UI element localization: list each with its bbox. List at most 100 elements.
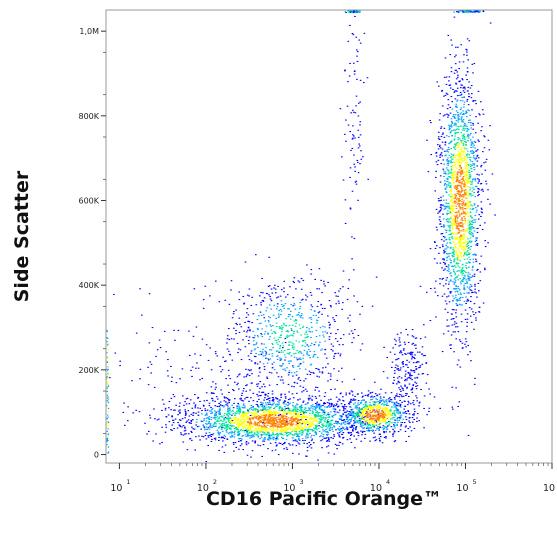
data-point xyxy=(245,441,248,443)
data-point xyxy=(295,429,298,431)
data-point xyxy=(259,409,262,411)
data-point xyxy=(470,226,472,228)
data-point xyxy=(263,418,266,420)
data-point xyxy=(453,265,456,267)
data-point xyxy=(333,426,336,428)
data-point xyxy=(457,331,460,333)
data-point xyxy=(454,279,457,281)
data-point xyxy=(244,414,246,416)
data-point xyxy=(413,427,416,429)
data-point xyxy=(467,104,470,106)
data-point xyxy=(221,405,224,407)
data-point xyxy=(244,407,246,409)
data-point xyxy=(295,431,298,433)
data-point xyxy=(234,430,236,432)
data-point xyxy=(323,411,326,413)
data-point xyxy=(304,411,307,413)
data-point xyxy=(376,421,379,423)
data-point xyxy=(340,422,342,424)
data-point xyxy=(348,402,350,404)
data-point xyxy=(261,426,263,428)
data-point xyxy=(254,415,257,417)
data-point xyxy=(251,436,254,438)
data-point xyxy=(286,352,289,354)
data-point xyxy=(475,103,477,105)
data-point xyxy=(466,325,468,327)
data-point xyxy=(467,140,470,142)
data-point xyxy=(285,336,288,338)
data-point xyxy=(276,444,278,446)
data-point xyxy=(393,397,396,399)
data-point xyxy=(449,227,452,229)
data-point xyxy=(340,428,343,430)
data-point xyxy=(284,423,286,425)
data-point xyxy=(372,422,374,424)
data-point xyxy=(470,360,472,362)
data-point xyxy=(367,408,369,410)
data-point xyxy=(469,119,471,121)
data-point xyxy=(371,424,374,426)
data-point xyxy=(351,399,354,401)
data-point xyxy=(299,379,302,381)
data-point xyxy=(455,103,458,105)
data-point xyxy=(290,411,292,413)
data-point xyxy=(218,413,220,415)
data-point xyxy=(262,431,264,433)
data-point xyxy=(214,414,216,416)
data-point xyxy=(271,424,274,426)
data-point xyxy=(457,222,459,224)
data-point xyxy=(339,415,341,417)
data-point xyxy=(342,413,345,415)
data-point xyxy=(362,404,365,406)
data-point xyxy=(460,293,462,295)
data-point xyxy=(450,237,453,239)
data-point xyxy=(230,432,233,434)
data-point xyxy=(326,433,328,435)
data-point xyxy=(435,176,437,178)
data-point xyxy=(446,319,449,321)
data-point xyxy=(458,239,461,241)
data-point xyxy=(452,408,454,410)
data-point xyxy=(473,140,476,142)
data-point xyxy=(228,402,230,404)
data-point xyxy=(338,398,340,400)
data-point xyxy=(463,184,466,186)
data-point xyxy=(317,421,319,423)
data-point xyxy=(218,402,220,404)
data-point xyxy=(370,420,372,422)
data-point xyxy=(447,184,450,186)
data-point xyxy=(347,419,350,421)
data-point xyxy=(291,434,294,436)
data-point xyxy=(367,412,369,414)
data-point xyxy=(245,414,248,416)
data-point xyxy=(460,141,463,143)
data-point xyxy=(272,343,274,345)
data-point xyxy=(456,220,459,222)
data-point xyxy=(382,420,385,422)
data-point xyxy=(293,411,295,413)
data-point xyxy=(270,423,272,425)
data-point xyxy=(364,420,367,422)
data-point xyxy=(453,242,455,244)
data-point xyxy=(469,187,472,189)
data-point xyxy=(190,420,193,422)
data-point xyxy=(456,215,458,217)
data-point xyxy=(463,103,465,105)
data-point xyxy=(232,435,234,437)
data-point xyxy=(301,422,303,424)
data-point xyxy=(191,431,193,433)
data-point xyxy=(467,153,469,155)
data-point xyxy=(457,157,459,159)
data-point xyxy=(301,414,304,416)
data-point xyxy=(174,409,176,411)
data-point xyxy=(463,180,465,182)
data-point xyxy=(466,318,469,320)
data-point xyxy=(274,425,276,427)
data-point xyxy=(450,334,453,336)
data-point xyxy=(472,235,474,237)
data-point xyxy=(394,404,397,406)
data-point xyxy=(337,405,340,407)
data-point xyxy=(457,150,460,152)
data-point xyxy=(323,402,326,404)
data-point xyxy=(450,126,453,128)
